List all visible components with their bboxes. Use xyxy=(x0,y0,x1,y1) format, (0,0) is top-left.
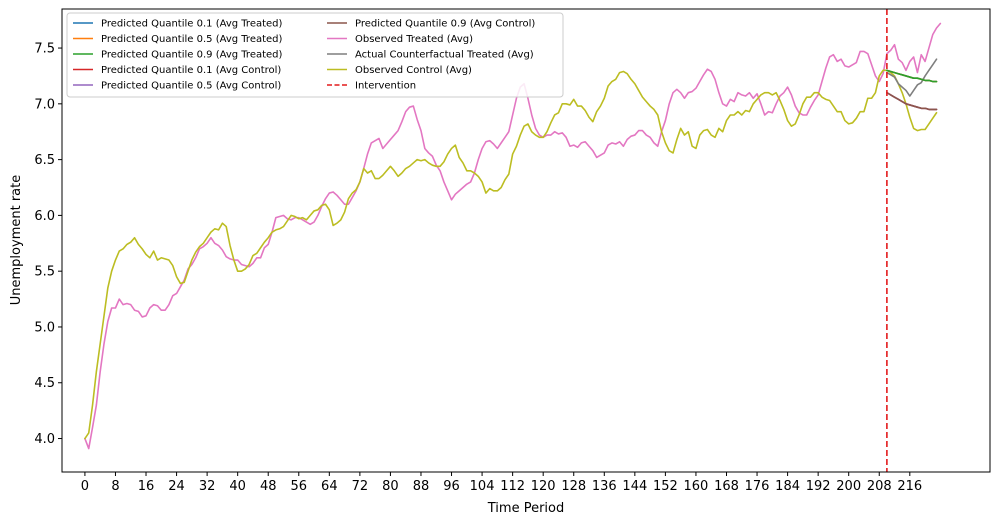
legend-label-predicted-quantile-0-5-avg-control: Predicted Quantile 0.5 (Avg Control) xyxy=(101,81,281,92)
y-tick-label: 7.5 xyxy=(34,42,55,57)
x-tick-label: 40 xyxy=(229,479,246,494)
y-tick-label: 6.5 xyxy=(34,153,55,168)
x-tick-label: 96 xyxy=(443,479,460,494)
series-line-observed-treated-avg xyxy=(84,22,942,450)
series-line-predicted-quantile-0-9-avg-control xyxy=(886,91,938,111)
x-tick-label: 32 xyxy=(199,479,216,494)
y-tick-label: 6.0 xyxy=(34,209,55,224)
x-tick-label: 16 xyxy=(138,479,155,494)
legend-label-observed-treated-avg: Observed Treated (Avg) xyxy=(355,34,473,45)
y-tick-label: 5.0 xyxy=(34,320,55,335)
legend-label-actual-counterfactual-treated-avg: Actual Counterfactual Treated (Avg) xyxy=(355,50,534,61)
legend: Predicted Quantile 0.1 (Avg Treated) Pred… xyxy=(66,12,564,98)
series-line-predicted-quantile-0-9-avg-treated xyxy=(886,69,938,83)
legend-label-predicted-quantile-0-9-avg-treated: Predicted Quantile 0.9 (Avg Treated) xyxy=(101,50,283,61)
x-tick-label: 184 xyxy=(775,479,800,494)
x-tick-label: 104 xyxy=(470,479,495,494)
x-tick-label: 0 xyxy=(81,479,89,494)
x-tick-label: 48 xyxy=(260,479,277,494)
legend-label-predicted-quantile-0-9-avg-control: Predicted Quantile 0.9 (Avg Control) xyxy=(355,19,535,30)
x-tick-label: 144 xyxy=(622,479,647,494)
y-tick-label: 5.5 xyxy=(34,265,55,280)
legend-label-observed-control-avg: Observed Control (Avg) xyxy=(355,65,472,76)
x-tick-label: 136 xyxy=(592,479,617,494)
y-tick-label: 4.5 xyxy=(34,376,55,391)
series-line-actual-counterfactual-treated-avg xyxy=(886,58,938,97)
x-tick-label: 8 xyxy=(111,479,119,494)
x-tick-label: 64 xyxy=(321,479,338,494)
x-tick-label: 80 xyxy=(382,479,399,494)
x-tick-label: 120 xyxy=(531,479,556,494)
x-tick-label: 216 xyxy=(897,479,922,494)
x-tick-label: 56 xyxy=(291,479,308,494)
legend-label-predicted-quantile-0-5-avg-treated: Predicted Quantile 0.5 (Avg Treated) xyxy=(101,34,283,45)
x-tick-label: 152 xyxy=(653,479,678,494)
x-tick-label: 192 xyxy=(806,479,831,494)
x-tick-label: 208 xyxy=(867,479,892,494)
x-tick-label: 160 xyxy=(684,479,709,494)
plot-frame xyxy=(61,8,991,473)
y-tick-label: 4.0 xyxy=(34,432,55,447)
legend-label-predicted-quantile-0-1-avg-control: Predicted Quantile 0.1 (Avg Control) xyxy=(101,65,281,76)
x-tick-label: 88 xyxy=(413,479,430,494)
x-axis-label: Time Period xyxy=(487,501,564,516)
y-axis: 4.0 4.5 5.0 5.5 6.0 6.5 7.0 7.5 xyxy=(34,42,62,447)
legend-label-intervention: Intervention xyxy=(355,81,416,92)
y-tick-label: 7.0 xyxy=(34,97,55,112)
x-tick-label: 72 xyxy=(352,479,369,494)
legend-label-predicted-quantile-0-1-avg-treated: Predicted Quantile 0.1 (Avg Treated) xyxy=(101,19,283,30)
y-axis-label: Unemployment rate xyxy=(9,175,24,305)
series-layer xyxy=(84,22,942,450)
x-tick-label: 200 xyxy=(836,479,861,494)
x-tick-label: 112 xyxy=(500,479,525,494)
legend-box xyxy=(66,12,564,98)
x-tick-label: 128 xyxy=(561,479,586,494)
series-line-observed-control-avg xyxy=(84,69,938,440)
x-tick-label: 168 xyxy=(714,479,739,494)
x-tick-label: 24 xyxy=(168,479,185,494)
x-axis: 0 8 16 24 32 40 48 56 64 72 80 88 96 104 112 120 128 136 1… xyxy=(81,472,922,494)
x-tick-label: 176 xyxy=(745,479,770,494)
